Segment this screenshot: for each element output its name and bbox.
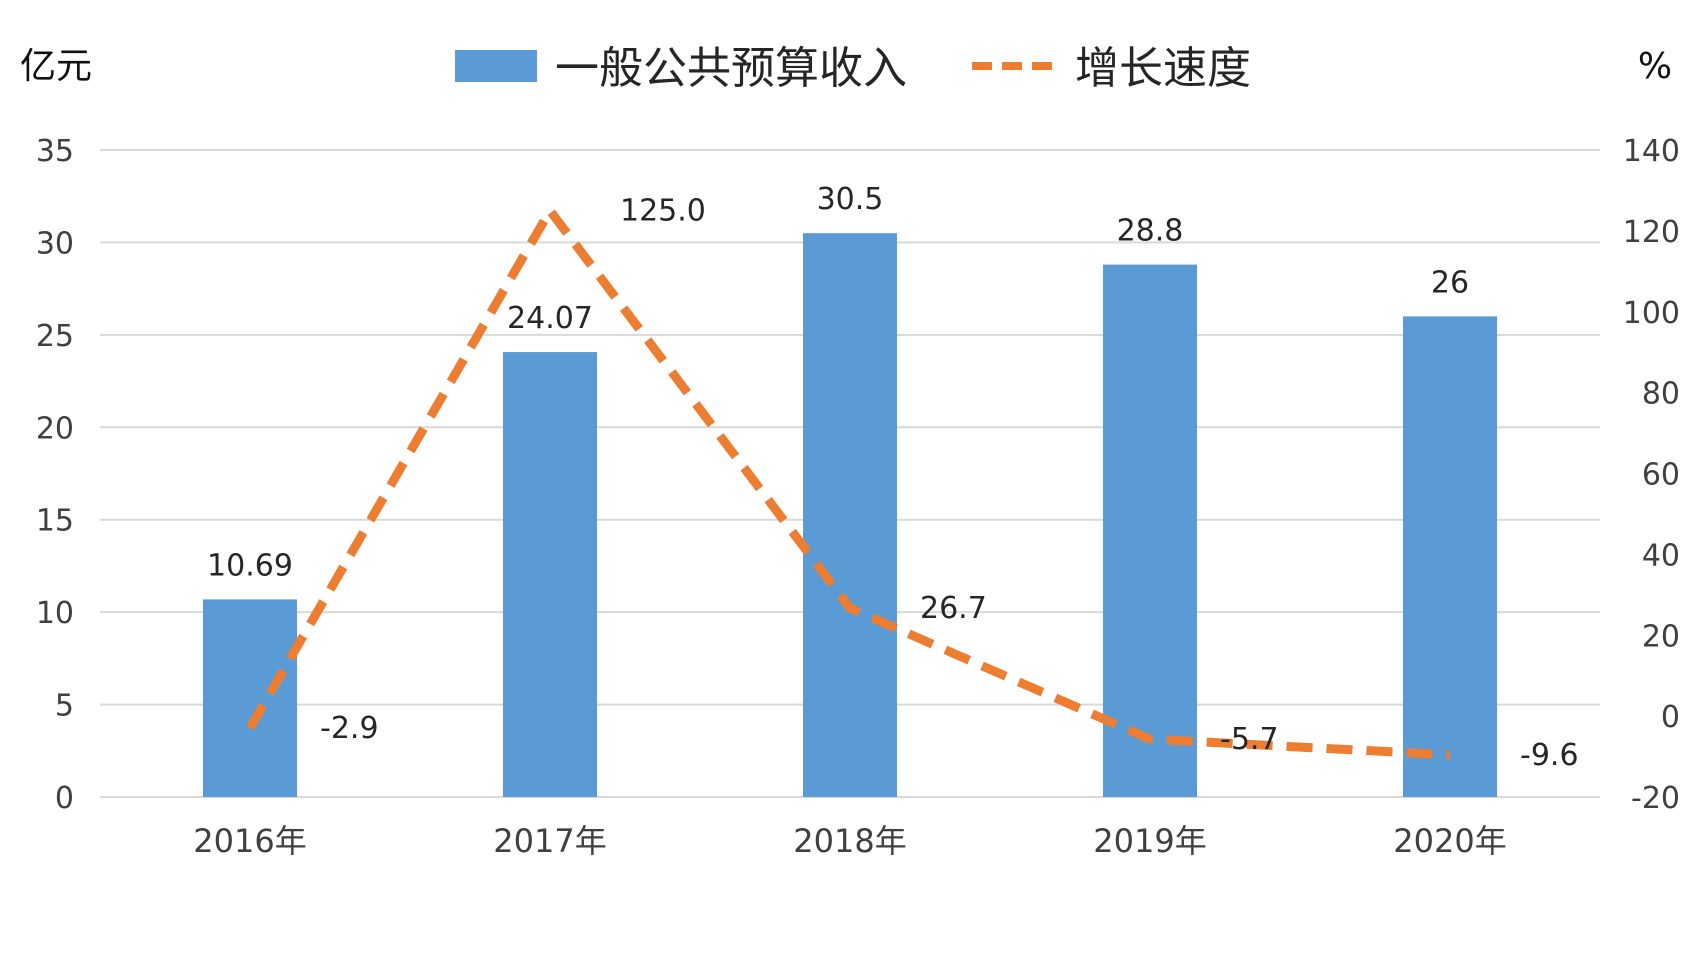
bar-data-label: 10.69 xyxy=(207,548,293,583)
line-data-label: -2.9 xyxy=(320,711,379,746)
right-tick-label: 100 xyxy=(1623,296,1680,331)
right-tick-label: 80 xyxy=(1642,377,1680,412)
bar-data-label: 30.5 xyxy=(817,182,884,217)
line-series xyxy=(246,206,1451,760)
bar-data-label: 24.07 xyxy=(507,301,593,336)
left-tick-label: 5 xyxy=(55,689,74,724)
bar-series xyxy=(203,233,1497,797)
left-tick-label: 35 xyxy=(36,134,74,169)
line-data-label: 26.7 xyxy=(920,591,987,626)
left-axis-unit: 亿元 xyxy=(20,46,92,87)
right-tick-label: 40 xyxy=(1642,538,1680,573)
right-tick-label: 140 xyxy=(1623,134,1680,169)
legend-bar-swatch xyxy=(455,50,537,82)
left-axis-ticks: 0 5 10 15 20 25 30 35 xyxy=(36,134,74,816)
right-tick-label: 0 xyxy=(1661,700,1680,735)
line-data-label: -9.6 xyxy=(1520,738,1579,773)
right-axis-ticks: -20 0 20 40 60 80 100 120 140 xyxy=(1623,134,1680,816)
right-tick-label: 60 xyxy=(1642,458,1680,493)
category-label: 2020年 xyxy=(1393,822,1506,860)
line-data-label: 125.0 xyxy=(620,194,706,229)
left-tick-label: 15 xyxy=(36,504,74,539)
bar xyxy=(1103,264,1197,797)
bar-data-labels: 10.69 24.07 30.5 28.8 26 xyxy=(207,182,1469,583)
category-label: 2017年 xyxy=(493,822,606,860)
category-label: 2019年 xyxy=(1093,822,1206,860)
bar xyxy=(803,233,897,797)
left-tick-label: 25 xyxy=(36,319,74,354)
bar-data-label: 26 xyxy=(1431,265,1469,300)
category-axis: 2016年 2017年 2018年 2019年 2020年 xyxy=(193,822,1506,860)
left-tick-label: 0 xyxy=(55,781,74,816)
category-label: 2018年 xyxy=(793,822,906,860)
left-tick-label: 20 xyxy=(36,411,74,446)
line-data-labels: -2.9 125.0 26.7 -5.7 -9.6 xyxy=(320,194,1579,773)
legend: 一般公共预算收入 增长速度 xyxy=(455,43,1251,94)
bar xyxy=(503,352,597,797)
bar xyxy=(203,599,297,797)
legend-bar-label: 一般公共预算收入 xyxy=(555,43,907,94)
line-data-label: -5.7 xyxy=(1220,722,1279,757)
right-tick-label: 120 xyxy=(1623,215,1680,250)
left-tick-label: 10 xyxy=(36,596,74,631)
bar xyxy=(1403,316,1497,797)
legend-line-label: 增长速度 xyxy=(1075,43,1251,94)
bar-data-label: 28.8 xyxy=(1117,214,1184,249)
right-axis-unit: % xyxy=(1638,46,1672,87)
left-tick-label: 30 xyxy=(36,226,74,261)
right-tick-label: -20 xyxy=(1631,781,1680,816)
right-tick-label: 20 xyxy=(1642,619,1680,654)
category-label: 2016年 xyxy=(193,822,306,860)
